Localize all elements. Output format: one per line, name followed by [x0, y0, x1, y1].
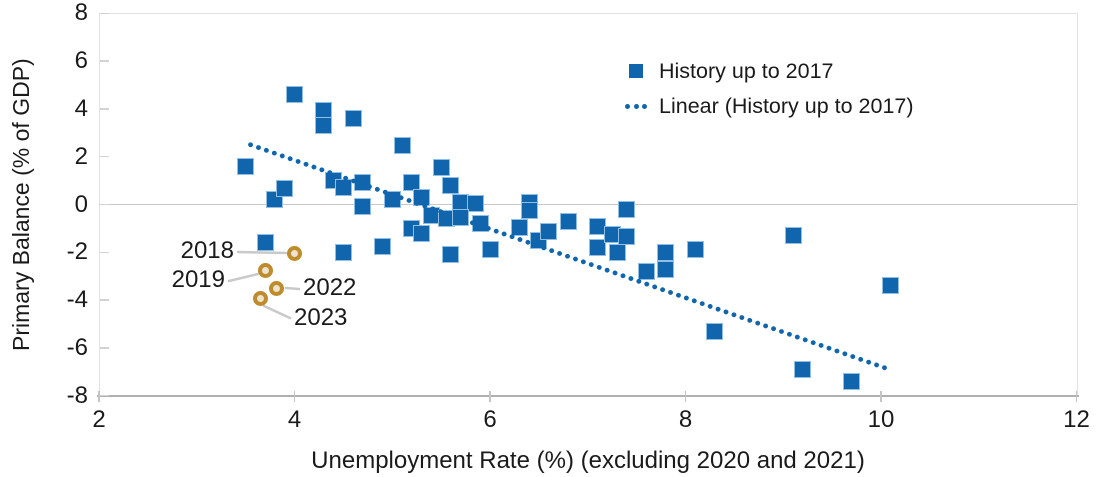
data-point-square [618, 200, 636, 218]
y-tick-label: 2 [74, 142, 88, 170]
data-point-square [481, 241, 499, 259]
y-axis-tick [99, 155, 109, 158]
data-point-square [334, 179, 352, 197]
x-axis-tick [684, 390, 687, 402]
x-axis-tick [880, 390, 882, 402]
linear-trendline [248, 142, 889, 371]
highlight-point-2023 [252, 291, 268, 307]
data-point-square [589, 239, 607, 257]
data-point-square [286, 86, 303, 104]
data-point-square [608, 243, 626, 261]
data-point-square [540, 223, 558, 241]
x-tick-label: 2 [92, 405, 106, 433]
y-axis-tick [99, 347, 109, 349]
y-axis-tick [99, 12, 109, 15]
x-axis-tick [1075, 390, 1078, 402]
data-point-square [794, 360, 812, 378]
data-point-square [843, 372, 861, 390]
plot-top-border [99, 13, 1077, 15]
y-axis-tick [99, 299, 109, 301]
annotation-label-2018: 2018 [180, 237, 234, 264]
data-point-square [373, 237, 391, 255]
y-tick-label: -2 [66, 238, 88, 266]
y-tick-label: -4 [66, 286, 88, 314]
x-tick-label: 6 [483, 405, 497, 433]
annotation-label-2019: 2019 [171, 266, 225, 293]
y-tick-label: 8 [74, 0, 88, 27]
annotation-label-2023: 2023 [294, 304, 348, 331]
data-point-square [315, 117, 333, 135]
highlight-point-2022 [269, 280, 285, 296]
data-point-square [686, 241, 704, 259]
legend-item-linear: Linear (History up to 2017) [620, 93, 914, 119]
x-axis-tick [98, 390, 100, 402]
y-axis-tick [99, 251, 109, 254]
leader-line-2023 [262, 304, 292, 320]
data-point-square [520, 201, 538, 219]
legend-square-marker-icon [620, 64, 652, 78]
data-point-square [466, 194, 484, 212]
y-tick-label: 4 [74, 94, 88, 122]
data-point-square [706, 322, 724, 340]
leader-line-2019 [227, 272, 260, 283]
data-point-square [559, 212, 577, 230]
x-tick-label: 4 [287, 405, 302, 433]
leader-line-2018 [236, 250, 288, 255]
highlight-point-2019 [257, 262, 273, 278]
y-tick-label: 0 [74, 190, 88, 218]
x-axis-tick [489, 390, 491, 402]
data-point-square [442, 176, 460, 194]
y-tick-label: -6 [66, 333, 88, 361]
data-point-square [344, 109, 362, 127]
x-tick-label: 10 [867, 405, 895, 433]
legend: History up to 2017 Linear (History up to… [620, 58, 914, 128]
leader-line-2022 [284, 286, 301, 291]
data-point-square [784, 227, 802, 245]
data-point-square [510, 218, 528, 236]
data-point-square [393, 137, 411, 155]
data-point-square [334, 243, 352, 261]
data-point-square [618, 228, 636, 246]
data-point-square [276, 180, 294, 198]
data-point-square [432, 158, 450, 176]
y-tick-label: 6 [74, 47, 88, 75]
data-point-square [637, 262, 655, 280]
x-tick-label: 12 [1063, 405, 1090, 433]
data-point-square [354, 198, 372, 216]
data-point-square [237, 157, 255, 175]
zero-gridline [99, 203, 1077, 206]
plot-right-border [1076, 13, 1078, 396]
data-point-square [657, 243, 675, 261]
y-axis-tick [99, 60, 109, 62]
highlight-point-2018 [287, 245, 302, 261]
y-tick-label: -8 [66, 381, 88, 409]
y-axis-tick [99, 394, 109, 397]
legend-dotted-line-icon [620, 103, 652, 109]
x-axis-tick [293, 390, 296, 402]
annotation-label-2022: 2022 [303, 274, 357, 301]
legend-item-history: History up to 2017 [620, 58, 914, 84]
x-tick-label: 8 [678, 405, 693, 433]
x-axis-line [97, 394, 1079, 397]
y-axis-tick [99, 203, 109, 206]
data-point-square [882, 277, 900, 295]
data-point-square [442, 246, 460, 264]
legend-item-label: History up to 2017 [659, 58, 834, 83]
data-point-square [413, 224, 431, 242]
data-point-square [657, 260, 675, 278]
data-point-square [403, 174, 421, 192]
legend-item-label: Linear (History up to 2017) [659, 93, 914, 118]
data-point-square [256, 234, 274, 252]
x-axis-title: Unemployment Rate (%) (excluding 2020 an… [311, 447, 865, 474]
y-axis-tick [99, 108, 109, 110]
